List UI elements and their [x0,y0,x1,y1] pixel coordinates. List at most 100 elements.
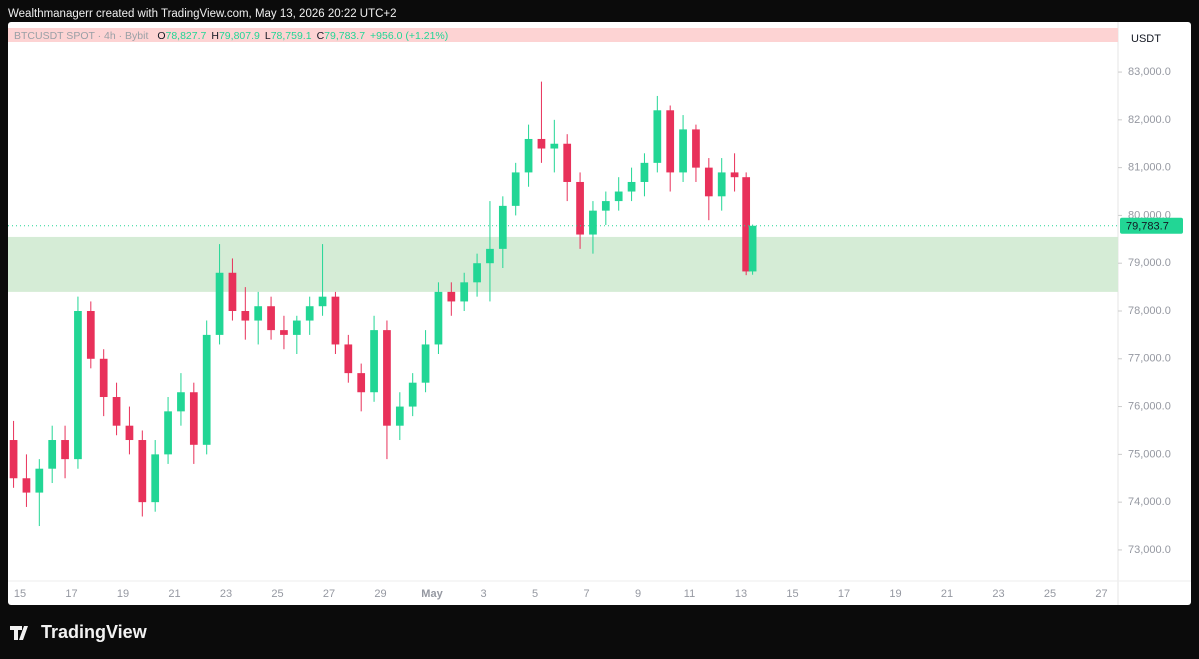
x-tick-label: 3 [480,588,486,600]
x-tick-label: 29 [374,588,386,600]
candle-body [318,296,327,307]
candle-body [653,110,662,163]
candle-body [460,282,469,302]
x-tick-label: 5 [532,588,538,600]
legend-value: 78,759.1 [271,30,312,42]
candle-body [395,406,404,426]
candle-body [61,440,69,460]
candle-body [370,330,378,393]
candle-body [164,411,172,455]
candle-body [537,138,546,149]
legend-value: 78,827.7 [166,30,207,42]
candle-body [74,310,82,460]
candle-body [280,330,288,335]
support-zone [8,236,1118,292]
candle-body [344,344,353,374]
y-tick-label: 81,000.0 [1128,162,1171,174]
x-tick-label: 13 [735,588,747,600]
currency: USDT [1131,33,1161,45]
candle-body [717,172,726,197]
candle-body [563,143,572,182]
y-tick-label: 76,000.0 [1128,400,1171,412]
candle-body [408,382,417,407]
y-tick-label: 75,000.0 [1128,448,1171,460]
x-tick-label: 27 [1095,588,1107,600]
candle-body [748,225,757,272]
candle-body [447,291,456,302]
x-tick-label: 7 [583,588,589,600]
y-tick-label: 78,000.0 [1128,305,1171,317]
chart-panel [8,22,1191,605]
x-tick-label: 27 [323,588,335,600]
candle-body [254,306,263,321]
candle-body [125,425,134,441]
x-tick-label: 15 [786,588,798,600]
candle-body [576,181,584,235]
candle-body [151,454,160,503]
y-tick-label: 74,000.0 [1128,496,1171,508]
candle-body [640,162,649,182]
last-price-label: 79,783.7 [1126,221,1169,233]
y-tick-label: 79,000.0 [1128,257,1171,269]
y-tick-label: 83,000.0 [1128,66,1171,78]
legend-key: O [157,30,165,42]
attribution: Wealthmanagerr created with TradingView.… [8,8,397,20]
legend-value: 79,807.9 [219,30,260,42]
candle-body [48,440,57,469]
candle-body [704,167,713,197]
x-tick-label: 19 [889,588,901,600]
candle-body [112,397,121,426]
brand-logo [10,626,28,640]
x-tick-label: 19 [117,588,129,600]
candle-body [742,177,751,272]
candle-body [357,373,366,393]
x-tick-label: 21 [941,588,953,600]
candle-body [383,330,391,426]
candle-body [666,110,675,173]
candle-body [189,392,198,445]
candle-body [215,272,224,335]
candle-body [627,181,636,192]
last-price-box [1120,217,1183,234]
x-tick-label: 15 [14,588,26,600]
candle-body [421,344,430,383]
legend-key: L [265,30,271,42]
candle-body [486,248,494,264]
candle-body [692,129,700,168]
candle-body [614,191,623,202]
candle-body [35,468,44,493]
legend-value: 79,783.7 [324,30,365,42]
candle-body [730,172,739,178]
candle-body [292,320,301,335]
header-bar [8,28,1118,42]
candle-body [511,172,520,206]
candle-body [22,478,31,493]
candle-body [267,306,275,331]
x-tick-label: 17 [65,588,77,600]
candle-body [177,392,185,412]
candle-body [434,291,443,345]
candle-body [498,205,507,249]
candle-body [202,334,211,445]
legend-change: +956.0 (+1.21%) [370,30,448,42]
legend-key: H [211,30,219,42]
x-tick-label: May [421,588,443,600]
candle-body [9,440,18,479]
x-tick-label: 9 [635,588,641,600]
candle-body [331,296,340,345]
y-tick-label: 82,000.0 [1128,114,1171,126]
candle-body [86,310,95,359]
x-tick-label: 17 [838,588,850,600]
x-tick-label: 23 [220,588,232,600]
x-tick-label: 25 [1044,588,1056,600]
plot: 73,000.0 74,000.0 75,000.0 76,000.0 77,000.0… [8,66,1183,600]
x-tick-label: 11 [684,588,695,600]
candle-body [138,440,147,503]
y-tick-label: 73,000.0 [1128,544,1171,556]
ohlc-legend: BTCUSDT SPOT · 4h · Bybit O78,827.7 H79,8… [14,30,448,42]
symbol: BTCUSDT SPOT · 4h · Bybit [14,30,148,42]
candle-body [228,272,237,311]
candle-body [305,306,314,321]
candle-body [99,358,108,398]
